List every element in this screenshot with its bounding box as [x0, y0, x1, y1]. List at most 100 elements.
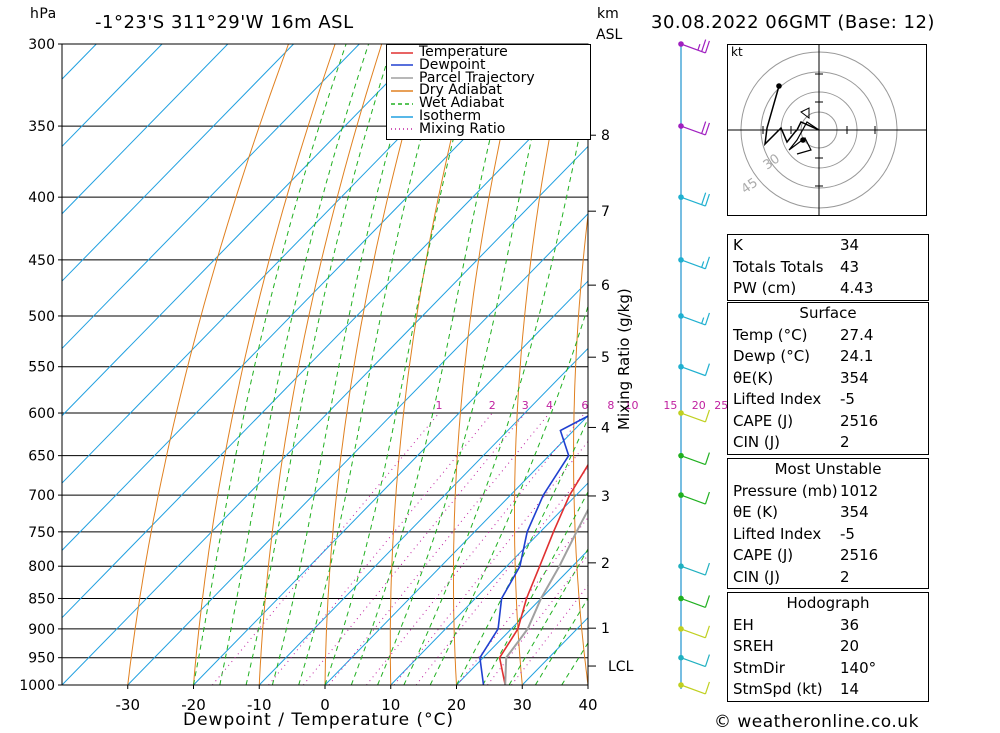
legend-label: Temperature [419, 44, 508, 60]
pressure-tick-label: 900 [28, 622, 55, 638]
most-unstable-table: Most Unstable Pressure (mb) 1012 θE (K) 35… [727, 458, 929, 589]
km-tick-label: LCL [608, 659, 634, 675]
wind-barb-flag [701, 121, 707, 134]
isotherm-line [62, 44, 163, 148]
hodograph-trace [763, 85, 820, 147]
km-tick-label: 6 [601, 278, 610, 294]
mixing-ratio-label: 25 [714, 399, 728, 412]
chart-legend: Temperature Dewpoint Parcel Trajectory Dry … [386, 44, 591, 140]
mixing-ratio-line [415, 466, 588, 685]
wind-barb [680, 315, 706, 326]
mixing-ratio-label: 4 [546, 399, 553, 412]
wind-barb-flag [701, 39, 707, 52]
dewpoint-trace [479, 415, 588, 685]
parcel-trajectory-trace [504, 507, 588, 685]
mixing-ratio-label: 2 [489, 399, 496, 412]
copyright: © weatheronline.co.uk [714, 712, 919, 732]
x-tick-label: 20 [447, 696, 466, 714]
wind-barb [680, 43, 706, 54]
legend-label: Dry Adiabat [419, 82, 502, 99]
wind-barb [680, 259, 706, 270]
wet-adiabat-line [219, 44, 370, 685]
dry-adiabat-line [453, 44, 523, 685]
mixing-ratio-line [303, 412, 526, 685]
wet-adiabat-line [377, 44, 554, 685]
chart-traces [479, 415, 588, 685]
indices-table: K 34 Totals Totals 43 PW (cm) 4.43 [727, 234, 929, 301]
km-tick-label: 5 [601, 350, 610, 366]
wet-adiabat-line [271, 44, 419, 685]
wind-barb [680, 494, 706, 505]
pressure-tick-label: 700 [28, 488, 55, 504]
legend-label: Isotherm [419, 108, 482, 124]
mixing-ratio-label: 1 [436, 399, 443, 412]
wind-barb-flag [704, 193, 710, 207]
pressure-tick-label: 750 [28, 525, 55, 541]
isotherm-line [0, 44, 31, 685]
wind-barb [680, 684, 706, 695]
wind-barb [680, 455, 706, 466]
legend-item: Dewpoint [391, 58, 486, 72]
mixing-ratio-line [268, 412, 493, 685]
mixing-ratio-label: 20 [692, 399, 706, 412]
x-tick-label: -10 [247, 696, 272, 714]
mixing-ratio-label: 8 [607, 399, 614, 412]
legend-item: Temperature [391, 44, 508, 60]
mixing-ratio-label: 10 [625, 399, 639, 412]
wet-adiabat-line [482, 490, 588, 685]
isotherm-line [62, 78, 588, 619]
dry-adiabat-line [127, 44, 289, 685]
legend-swatch [391, 102, 413, 105]
mixing-ratio-label: 3 [522, 399, 529, 412]
hodograph-trace-lower [788, 121, 820, 155]
km-tick-label: 1 [601, 621, 610, 637]
hodograph-low-point [800, 137, 806, 143]
pressure-tick-label: 450 [28, 253, 55, 269]
legend-swatch [391, 128, 413, 131]
dry-adiabat-line [686, 44, 719, 685]
wind-barb-flag [704, 122, 710, 136]
most-unstable-title: Most Unstable [774, 460, 882, 478]
pressure-tick-label: 850 [28, 591, 55, 607]
isotherm-line [62, 44, 360, 350]
wind-barb [680, 657, 706, 668]
wind-barb-flag [704, 409, 710, 423]
pressure-tick-label: 300 [28, 37, 55, 53]
wind-barb-flag [704, 625, 710, 639]
isotherm-line [456, 549, 588, 685]
hodograph: kt 30 45 [727, 44, 927, 216]
km-tick-label: 7 [601, 204, 610, 220]
dry-adiabat-line [389, 44, 476, 685]
location-title: -1°23'S 311°29'W 16m ASL [95, 12, 354, 33]
wind-profile [678, 39, 710, 695]
dry-adiabat-line [324, 44, 429, 685]
legend-label: Parcel Trajectory [419, 69, 535, 86]
wet-adiabat-line [429, 304, 588, 685]
wet-adiabat-line [245, 44, 394, 685]
legend-swatch [391, 64, 413, 67]
dry-adiabat-line [514, 44, 569, 685]
x-axis-title: Dewpoint / Temperature (°C) [183, 710, 455, 730]
mixing-ratio-label: 15 [663, 399, 677, 412]
isotherm-line [127, 213, 588, 685]
legend-swatch [391, 77, 413, 79]
wet-adiabat-line [324, 44, 479, 685]
km-tick-label: 3 [601, 489, 610, 505]
legend-item: Wet Adiabat [391, 96, 504, 110]
hodograph-top-point [776, 83, 782, 89]
km-tick-label: 4 [601, 420, 610, 436]
wind-barb-flag [704, 256, 710, 269]
mixing-ratio-line [393, 440, 588, 685]
x-tick-label: 0 [320, 696, 330, 714]
legend-item: Mixing Ratio [391, 120, 506, 137]
isotherm-line [390, 482, 588, 685]
legend-label: Mixing Ratio [419, 120, 506, 137]
mixing-ratio-label: 6 [581, 399, 588, 412]
legend-item: Parcel Trajectory [391, 69, 535, 86]
dry-adiabat-line [988, 44, 1000, 685]
wet-adiabat-line [456, 417, 588, 685]
wet-adiabat-line [403, 92, 588, 685]
storm-motion-arrow [800, 107, 810, 119]
isotherm-line [62, 44, 229, 215]
